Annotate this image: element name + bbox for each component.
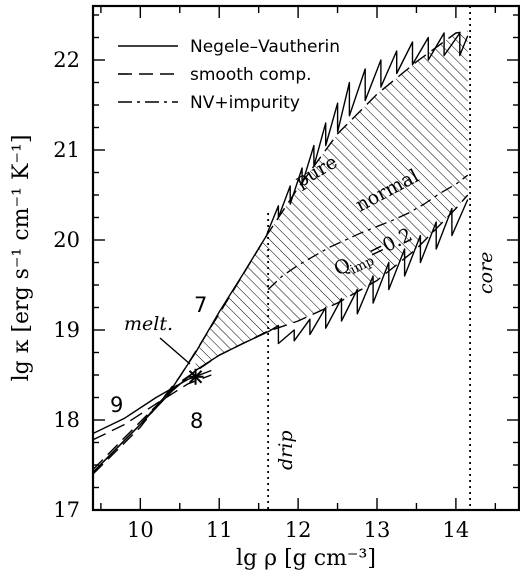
- plot-frame: [91, 4, 520, 512]
- y-tick-label: 21: [53, 138, 80, 162]
- x-tick-label: 10: [127, 518, 154, 542]
- label-8: 8: [190, 409, 203, 433]
- hatched-region: [195, 31, 468, 372]
- hatch-area: [195, 31, 468, 372]
- y-tick-label: 22: [53, 48, 80, 72]
- label-drip: drip: [275, 431, 297, 470]
- label-7: 7: [194, 293, 207, 317]
- y-tick-label: 18: [53, 408, 80, 432]
- series-impurity: [267, 174, 469, 290]
- series-normal-smooth: [93, 194, 469, 470]
- x-tick-label: 11: [206, 518, 233, 542]
- legend-label-impurity: NV+impurity: [190, 93, 300, 113]
- melt-point-marker: [187, 368, 204, 385]
- axis-ticks: 10 11 12 13 14 17 18 19 20 21 22: [53, 6, 519, 542]
- x-axis-label: lg ρ [g cm⁻³]: [236, 546, 376, 571]
- series-pure-smooth: [93, 30, 468, 475]
- x-tick-label: 14: [443, 518, 470, 542]
- x-tick-label: 12: [285, 518, 312, 542]
- legend: Negele–Vautherin smooth comp. NV+impurit…: [118, 37, 340, 113]
- y-tick-label: 19: [53, 318, 80, 342]
- y-tick-label: 17: [53, 498, 80, 522]
- x-tick-label: 13: [364, 518, 391, 542]
- legend-label-nv: Negele–Vautherin: [190, 37, 340, 57]
- legend-label-smooth: smooth comp.: [190, 65, 312, 85]
- y-tick-label: 20: [53, 228, 80, 252]
- y-axis-label: lg κ [erg s⁻¹ cm⁻¹ K⁻¹]: [9, 135, 34, 382]
- vertical-markers: [267, 6, 471, 510]
- label-9: 9: [110, 393, 123, 417]
- label-core: core: [475, 252, 497, 294]
- label-melt: melt.: [124, 313, 173, 335]
- melt-arrow: [159, 337, 191, 365]
- series-lines: [93, 30, 469, 475]
